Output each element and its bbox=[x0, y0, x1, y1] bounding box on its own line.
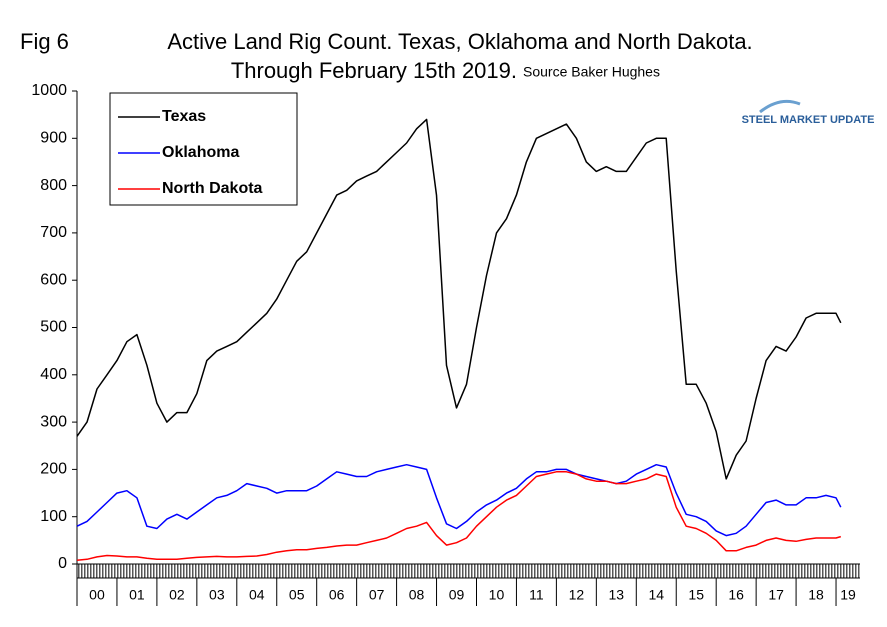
x-tick-label: 01 bbox=[129, 587, 145, 603]
x-tick-label: 03 bbox=[209, 587, 225, 603]
y-tick-label: 800 bbox=[40, 177, 67, 194]
x-tick-label: 13 bbox=[609, 587, 625, 603]
series-line bbox=[76, 463, 842, 537]
x-tick-label: 17 bbox=[768, 587, 784, 603]
y-tick-label: 700 bbox=[40, 224, 67, 241]
y-tick-label: 600 bbox=[40, 271, 67, 288]
y-tick-label: 400 bbox=[40, 366, 67, 383]
x-tick-label: 16 bbox=[728, 587, 744, 603]
logo: STEEL MARKET UPDATE bbox=[742, 99, 875, 126]
x-tick-label: 18 bbox=[808, 587, 824, 603]
series-line bbox=[76, 118, 842, 480]
x-tick-label: 09 bbox=[449, 587, 465, 603]
legend-label: North Dakota bbox=[162, 180, 263, 197]
source-note: Source Baker Hughes bbox=[523, 64, 660, 80]
legend-label: Texas bbox=[162, 108, 206, 125]
x-tick-label: 02 bbox=[169, 587, 185, 603]
y-tick-label: 100 bbox=[40, 508, 67, 525]
x-tick-label: 07 bbox=[369, 587, 385, 603]
x-tick-label: 00 bbox=[89, 587, 105, 603]
figure-label: Fig 6 bbox=[20, 29, 69, 54]
x-tick-label: 10 bbox=[489, 587, 505, 603]
y-tick-label: 300 bbox=[40, 413, 67, 430]
y-tick-label: 900 bbox=[40, 130, 67, 147]
legend bbox=[109, 92, 298, 206]
x-tick-label: 06 bbox=[329, 587, 345, 603]
y-tick-label: 1000 bbox=[31, 82, 67, 99]
logo-text: STEEL MARKET UPDATE bbox=[742, 114, 875, 126]
chart-subtitle: Through February 15th 2019. bbox=[231, 58, 517, 83]
x-tick-label: 15 bbox=[688, 587, 704, 603]
chart-title: Active Land Rig Count. Texas, Oklahoma a… bbox=[167, 29, 752, 54]
x-tick-label: 08 bbox=[409, 587, 425, 603]
y-tick-label: 200 bbox=[40, 461, 67, 478]
x-tick-label: 12 bbox=[569, 587, 585, 603]
week-strip bbox=[77, 564, 860, 578]
x-tick-label: 05 bbox=[289, 587, 305, 603]
x-tick-label: 19 bbox=[840, 587, 856, 603]
y-tick-label: 0 bbox=[58, 555, 67, 572]
series-line bbox=[76, 471, 842, 561]
legend-label: Oklahoma bbox=[162, 144, 239, 161]
x-tick-label: 04 bbox=[249, 587, 265, 603]
x-tick-label: 14 bbox=[648, 587, 664, 603]
x-tick-label: 11 bbox=[529, 587, 544, 603]
y-tick-label: 500 bbox=[40, 319, 67, 336]
